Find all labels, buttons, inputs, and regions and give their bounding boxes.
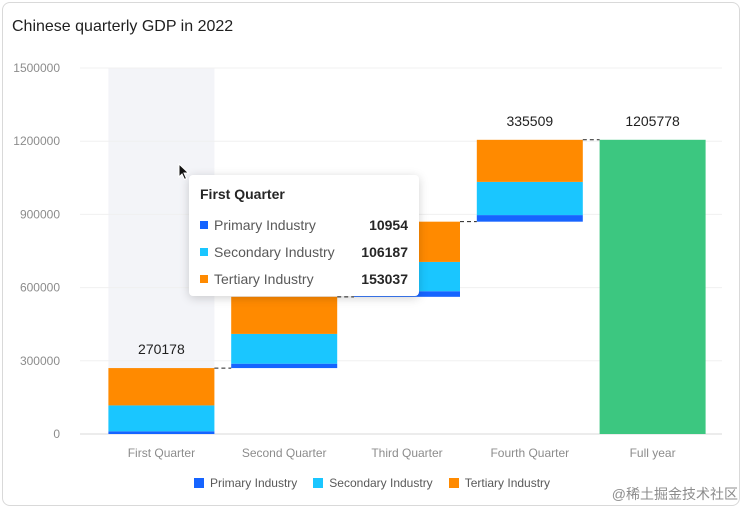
bar-segment: [108, 431, 215, 434]
x-tick-label: Third Quarter: [371, 446, 442, 460]
y-tick-label: 900000: [20, 207, 60, 221]
tooltip-value: 153037: [361, 270, 408, 287]
y-tick-label: 300000: [20, 354, 60, 368]
bar-total: [599, 139, 706, 434]
tooltip-value: 10954: [369, 216, 408, 233]
legend-label: Tertiary Industry: [464, 476, 551, 490]
chart-title: Chinese quarterly GDP in 2022: [12, 18, 234, 35]
legend-item-tertiary[interactable]: Tertiary Industry: [448, 476, 551, 490]
tooltip-title: First Quarter: [200, 186, 285, 202]
bar-segment: [231, 296, 338, 334]
legend-item-secondary[interactable]: Secondary Industry: [313, 476, 433, 490]
tooltip-row-secondary: Secondary Industry 106187: [200, 238, 408, 265]
bar-segment: [108, 405, 215, 432]
x-tick-label: Second Quarter: [242, 446, 327, 460]
tooltip-label: Primary Industry: [214, 216, 316, 233]
legend-swatch-secondary: [313, 478, 324, 488]
tooltip-label: Tertiary Industry: [214, 270, 314, 287]
y-tick-label: 0: [53, 427, 60, 441]
tooltip-value: 106187: [361, 243, 408, 260]
x-tick-label: Full year: [630, 446, 676, 460]
bar-segment: [476, 215, 583, 222]
tooltip-swatch-primary: [200, 220, 208, 229]
bar-segment: [476, 181, 583, 216]
tooltip-label: Secondary Industry: [214, 243, 335, 260]
y-tick-label: 1500000: [13, 61, 60, 75]
legend-label: Secondary Industry: [329, 476, 433, 490]
watermark: @稀土掘金技术社区: [611, 486, 738, 502]
legend-label: Primary Industry: [209, 476, 298, 490]
bar-segment: [231, 333, 338, 364]
tooltip-row-tertiary: Tertiary Industry 153037: [200, 265, 408, 292]
legend-swatch-primary: [193, 478, 204, 488]
data-label: 270178: [138, 341, 185, 357]
chart-legend: Primary Industry Secondary Industry Tert…: [0, 476, 744, 490]
legend-item-primary[interactable]: Primary Industry: [193, 476, 298, 490]
x-tick-label: Fourth Quarter: [490, 446, 569, 460]
chart-tooltip: First Quarter Primary Industry 10954 Sec…: [189, 175, 419, 296]
bar-segment: [108, 368, 215, 406]
mouse-cursor-icon: [178, 163, 190, 181]
tooltip-swatch-tertiary: [200, 274, 208, 283]
x-tick-label: First Quarter: [128, 446, 195, 460]
bar-segment: [231, 363, 338, 369]
y-tick-label: 600000: [20, 281, 60, 295]
bar-segment: [476, 139, 583, 182]
tooltip-swatch-secondary: [200, 247, 208, 256]
y-tick-label: 1200000: [13, 134, 60, 148]
data-label: 335509: [506, 113, 553, 129]
data-label: 1205778: [625, 113, 680, 129]
legend-swatch-tertiary: [448, 478, 459, 488]
tooltip-row-primary: Primary Industry 10954: [200, 211, 408, 238]
